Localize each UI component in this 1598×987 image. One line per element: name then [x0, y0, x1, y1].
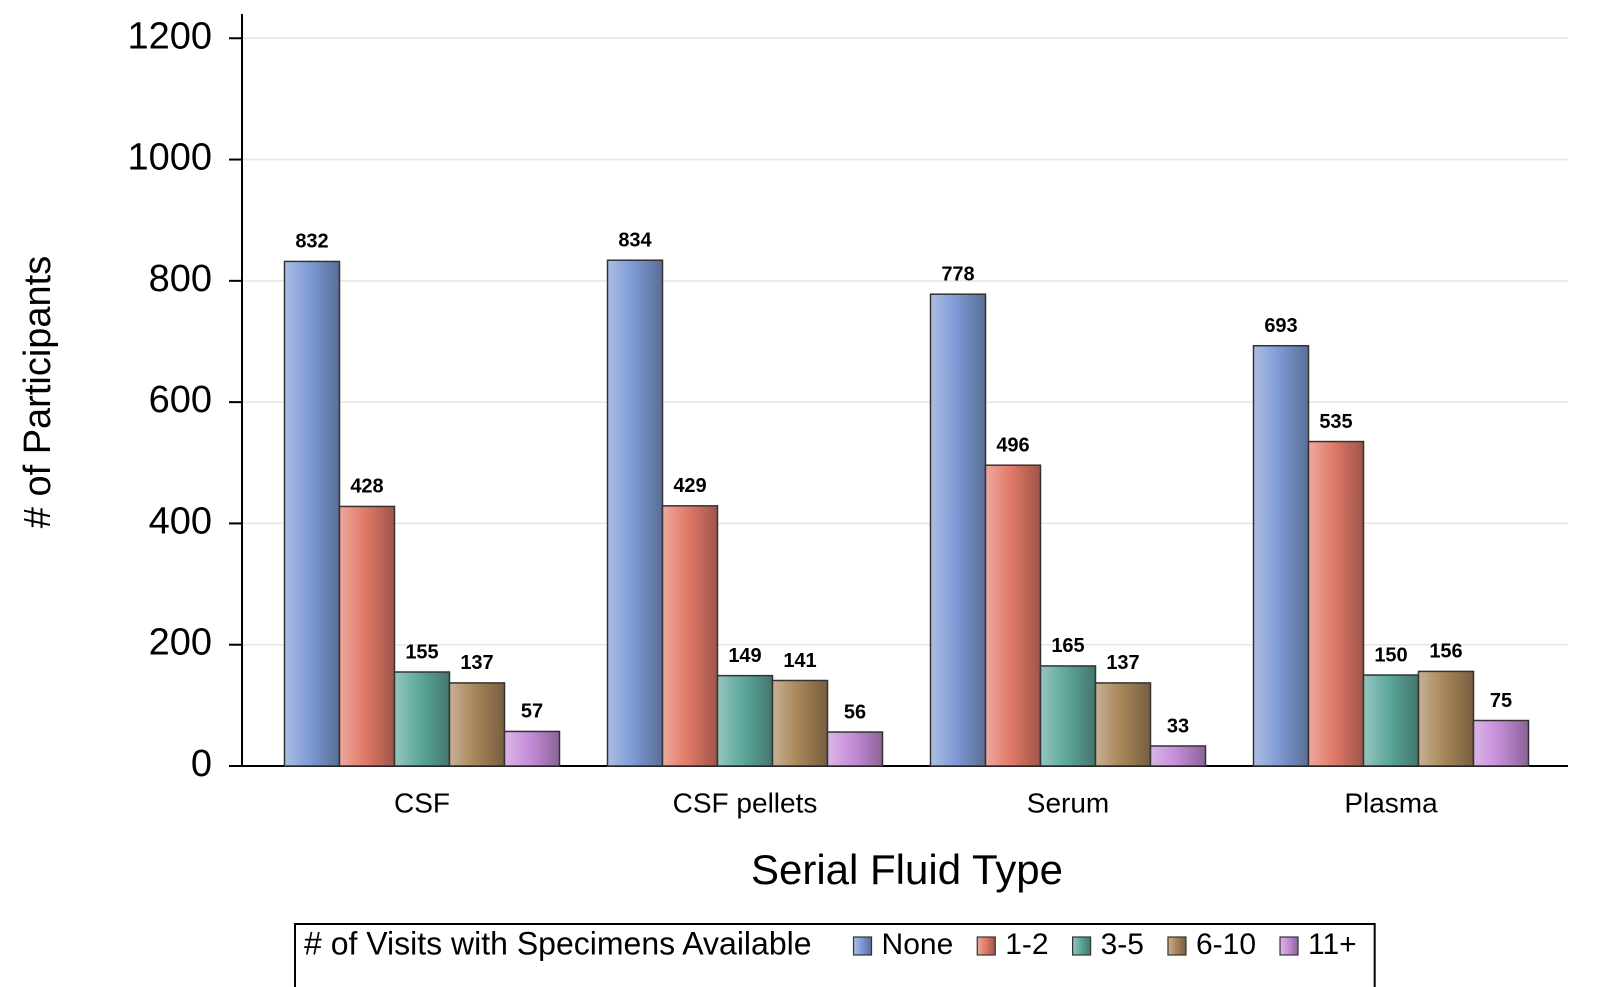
legend-label: 11+ — [1308, 928, 1357, 961]
data-label: 137 — [1106, 652, 1139, 674]
y-tick-label: 400 — [149, 500, 212, 542]
bar — [448, 682, 506, 767]
bar — [1472, 719, 1530, 767]
data-label: 155 — [405, 641, 438, 663]
bar — [984, 464, 1042, 767]
bar — [1417, 670, 1475, 767]
y-tick-label: 200 — [149, 622, 212, 664]
x-tick-label: CSF pellets — [673, 787, 818, 818]
x-tick-label: CSF — [394, 787, 450, 818]
legend-swatch — [1072, 936, 1092, 956]
data-label: 56 — [844, 701, 866, 723]
bar — [826, 731, 884, 767]
data-label: 778 — [941, 263, 974, 285]
bar — [1149, 745, 1207, 767]
y-tick-label: 800 — [149, 258, 212, 300]
data-label: 428 — [350, 476, 383, 498]
data-label: 33 — [1167, 715, 1189, 737]
legend-label: 6-10 — [1196, 928, 1256, 961]
legend-label: 1-2 — [1005, 928, 1048, 961]
bar — [338, 505, 396, 767]
bar — [1039, 665, 1097, 767]
bar — [716, 674, 774, 767]
bar — [1362, 674, 1420, 767]
data-label: 75 — [1490, 690, 1512, 712]
bar — [661, 505, 719, 767]
y-tick-label: 1000 — [127, 137, 212, 179]
bar — [929, 293, 987, 767]
legend-swatch — [852, 936, 873, 956]
legend-box — [294, 923, 1376, 987]
y-tick-label: 1200 — [127, 15, 212, 57]
data-label: 141 — [783, 650, 816, 672]
bar — [771, 679, 829, 767]
data-label: 832 — [295, 231, 328, 253]
data-label: 165 — [1051, 635, 1084, 657]
legend-label: None — [882, 928, 954, 961]
bar — [283, 260, 341, 767]
legend-swatch — [976, 936, 996, 956]
x-tick-label: Serum — [1027, 787, 1109, 818]
x-tick-label: Plasma — [1344, 787, 1438, 818]
bar — [1094, 682, 1152, 767]
x-axis-label: Serial Fluid Type — [751, 846, 1063, 893]
data-label: 57 — [521, 701, 543, 723]
bar — [606, 259, 664, 767]
data-label: 693 — [1264, 315, 1297, 337]
data-label: 137 — [460, 652, 493, 674]
bar — [1307, 440, 1365, 767]
data-label: 429 — [673, 475, 706, 497]
legend-swatch — [1279, 936, 1299, 956]
legend-title: # of Visits with Specimens Available — [304, 925, 812, 961]
bar — [393, 671, 451, 767]
y-axis-label: # of Participants — [17, 256, 59, 528]
data-label: 149 — [728, 645, 761, 667]
data-label: 150 — [1374, 644, 1407, 666]
bar — [1252, 344, 1310, 767]
data-label: 834 — [618, 230, 652, 252]
data-label: 156 — [1429, 641, 1462, 663]
data-label: 496 — [996, 434, 1029, 456]
y-tick-label: 600 — [149, 379, 212, 421]
legend-label: 3-5 — [1101, 928, 1144, 961]
bar — [503, 730, 561, 767]
y-tick-label: 0 — [191, 743, 212, 785]
data-label: 535 — [1319, 411, 1352, 433]
legend-swatch — [1167, 936, 1187, 956]
